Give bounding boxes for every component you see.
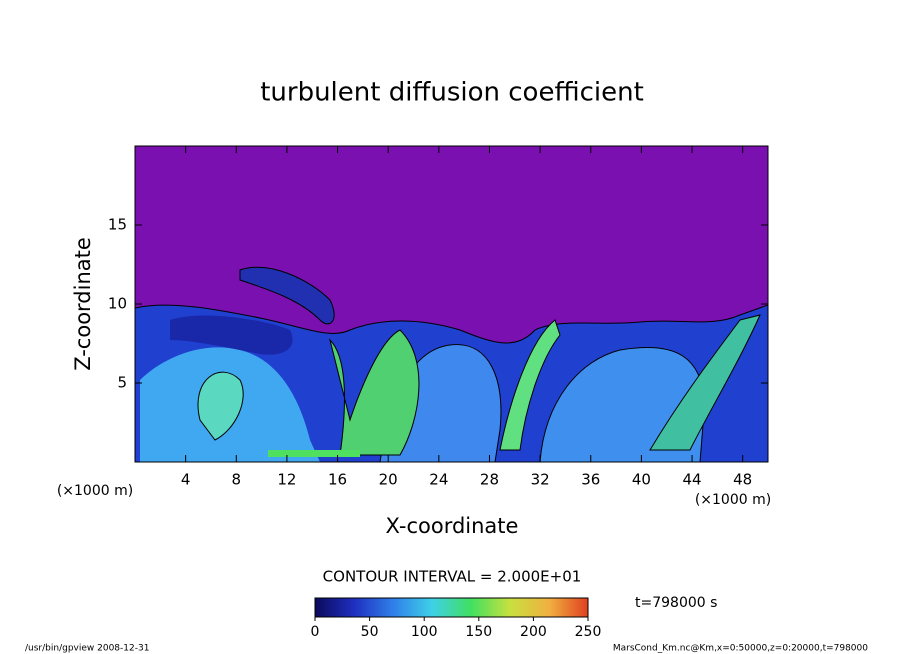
x-tick-label: 32 bbox=[531, 471, 550, 489]
x-tick-label: 8 bbox=[232, 471, 242, 489]
x-tick-label: 48 bbox=[733, 471, 752, 489]
x-axis-label: X-coordinate bbox=[386, 514, 519, 538]
y-tick-label: 15 bbox=[108, 216, 127, 234]
colorbar-tick-label: 150 bbox=[465, 624, 492, 640]
footer-right: MarsCond_Km.nc@Km,x=0:50000,z=0:20000,t=… bbox=[613, 644, 868, 654]
x-tick-label: 28 bbox=[480, 471, 499, 489]
contour-field bbox=[135, 146, 768, 462]
x-tick-label: 36 bbox=[581, 471, 600, 489]
field-region bbox=[649, 314, 761, 451]
field-region bbox=[268, 450, 360, 457]
y-tick-label: 10 bbox=[108, 295, 127, 313]
y-unit: (×1000 m) bbox=[57, 483, 133, 499]
x-tick-label: 16 bbox=[328, 471, 347, 489]
footer-left: /usr/bin/gpview 2008-12-31 bbox=[25, 644, 149, 654]
y-tick-label: 5 bbox=[117, 374, 127, 392]
colorbar-tick-label: 0 bbox=[311, 624, 320, 640]
field-region bbox=[197, 371, 244, 441]
x-tick-label: 12 bbox=[277, 471, 296, 489]
x-tick-label: 44 bbox=[682, 471, 701, 489]
field-region bbox=[239, 266, 335, 325]
colorbar-tick-label: 100 bbox=[411, 624, 438, 640]
colorbar-tick-label: 200 bbox=[520, 624, 547, 640]
contour-interval: CONTOUR INTERVAL = 2.000E+01 bbox=[323, 568, 582, 586]
time-label: t=798000 s bbox=[635, 595, 717, 611]
field-region bbox=[329, 329, 420, 456]
y-axis-label: Z-coordinate bbox=[71, 237, 95, 371]
colorbar-tick-label: 250 bbox=[575, 624, 602, 640]
chart-title: turbulent diffusion coefficient bbox=[260, 78, 644, 108]
colorbar-tick-label: 50 bbox=[361, 624, 379, 640]
x-tick-label: 4 bbox=[181, 471, 191, 489]
field-region bbox=[499, 319, 561, 451]
x-tick-label: 24 bbox=[429, 471, 448, 489]
x-tick-label: 40 bbox=[632, 471, 651, 489]
field-region bbox=[170, 315, 293, 355]
x-tick-label: 20 bbox=[379, 471, 398, 489]
colorbar bbox=[314, 597, 589, 618]
x-unit: (×1000 m) bbox=[695, 492, 771, 508]
